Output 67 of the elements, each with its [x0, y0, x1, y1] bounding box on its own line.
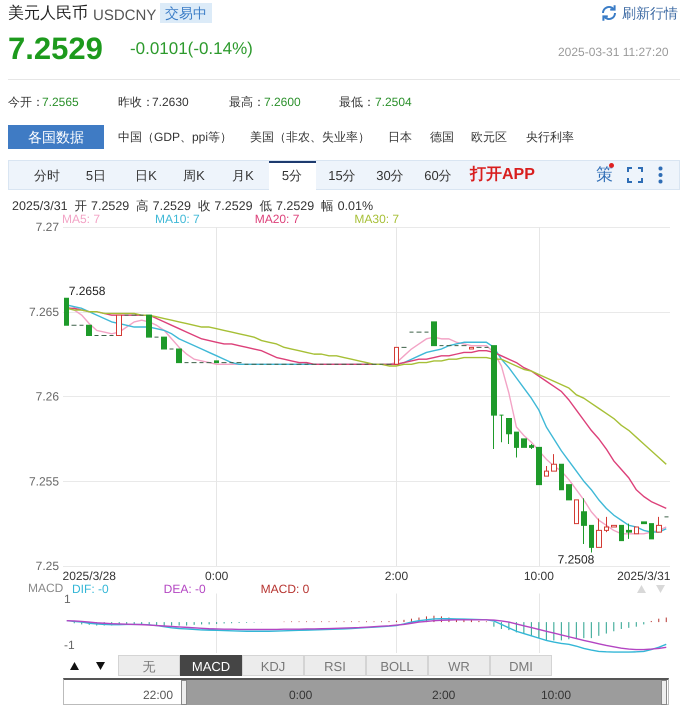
text: 德国	[430, 130, 454, 145]
text: 2:00	[432, 688, 456, 703]
text: 央行利率	[526, 130, 574, 145]
y-tick-label: 7.265	[28, 304, 60, 319]
text: 欧元区	[471, 130, 507, 145]
text: BOLL	[366, 655, 428, 676]
text: 2025-03-31 11:27:20	[558, 45, 669, 60]
text: 最高：	[229, 95, 265, 110]
text: 策	[596, 165, 613, 185]
text: 无	[118, 655, 180, 676]
text: 最低：	[339, 95, 375, 110]
x-tick-label: 0:00	[204, 569, 229, 583]
text: 月K	[231, 168, 255, 184]
x-tick-label: 2:00	[384, 569, 408, 583]
text: 美国（非农、失业率）	[250, 130, 370, 145]
text: 5日	[84, 168, 108, 184]
y-tick-label: 7.25	[36, 559, 60, 573]
annotation: 7.2658	[68, 284, 106, 298]
chart-title: 美元人民币	[8, 5, 88, 24]
text: 打开APP	[470, 166, 535, 184]
text: 60分	[423, 168, 453, 184]
text: MACD: 0	[260, 582, 310, 596]
text: 15分	[327, 168, 357, 184]
text: 0:00	[289, 688, 312, 703]
x-tick-label: 2025/3/31	[617, 569, 671, 583]
text: 日K	[134, 168, 158, 184]
text: MA5: 7	[62, 212, 100, 226]
text: 30分	[375, 168, 405, 184]
text: 7.2504	[375, 95, 412, 110]
text: 交易中	[160, 3, 212, 23]
chart-subtitle: USDCNY	[93, 7, 156, 24]
text: DMI	[490, 655, 552, 676]
text: MA20: 7	[254, 212, 300, 226]
text: 各国数据	[8, 125, 104, 149]
text: 2025/3/31 开 7.2529 高 7.2529 收 7.2529 低 7.2529 幅 0.01%	[12, 199, 374, 214]
text: MACD	[180, 655, 242, 676]
text: 7.2600	[264, 95, 301, 110]
y-tick-label: 1	[64, 592, 71, 606]
legend-title: MACD	[28, 581, 64, 596]
text: 昨收：	[118, 95, 154, 110]
text: 周K	[182, 168, 206, 184]
text: -0.0101(-0.14%)	[130, 39, 253, 59]
text: 22:00	[143, 688, 174, 703]
text: 5分	[280, 168, 304, 184]
x-tick-label: 2025/3/28	[62, 569, 116, 583]
text: RSI	[304, 655, 366, 676]
text: 分时	[33, 168, 61, 184]
y-tick-label: -1	[64, 638, 75, 652]
text: 刷新行情	[622, 5, 678, 22]
text: 日本	[388, 130, 412, 145]
y-tick-label: 7.27	[36, 220, 60, 234]
text: KDJ	[242, 655, 304, 676]
x-tick-label: 10:00	[524, 569, 554, 583]
text: MA10: 7	[155, 212, 200, 226]
text: DEA: -0	[164, 582, 206, 596]
text: WR	[428, 655, 490, 676]
y-tick-label: 7.255	[28, 474, 60, 488]
text: 中国（GDP、ppi等）	[118, 130, 232, 145]
text: DIF: -0	[72, 582, 109, 596]
text: 7.2565	[42, 95, 79, 110]
text: MA30: 7	[354, 212, 400, 226]
annotation: 7.2508	[558, 552, 595, 566]
text: 今开：	[8, 95, 44, 110]
text: 7.2529	[8, 31, 103, 67]
text: 10:00	[541, 688, 572, 703]
y-tick-label: 7.26	[36, 390, 60, 404]
text: 7.2630	[152, 95, 189, 110]
